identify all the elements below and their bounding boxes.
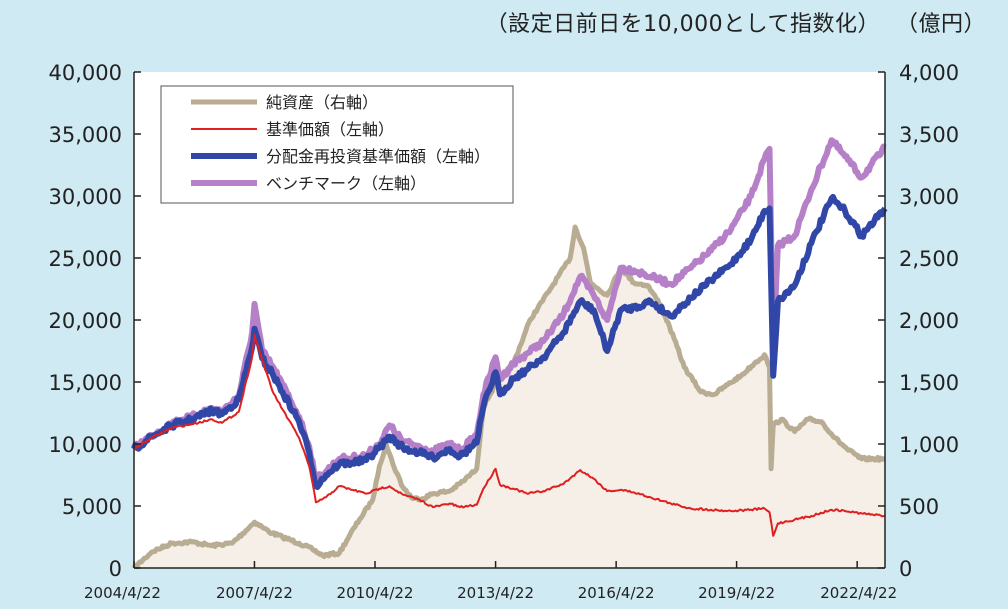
left-tick-label: 15,000 [49,371,122,395]
unit-note: （設定日前日を10,000として指数化） （億円） [486,6,986,38]
left-tick-label: 20,000 [49,309,122,333]
series-area-fill [134,227,885,568]
left-tick-label: 35,000 [49,123,122,147]
right-tick-label: 0 [899,557,912,581]
x-tick-label: 2019/4/22 [698,584,775,602]
right-tick-label: 4,000 [899,61,959,85]
left-tick-label: 5,000 [62,495,122,519]
left-tick-label: 10,000 [49,433,122,457]
right-tick-label: 2,500 [899,247,959,271]
legend-label: 基準価額（左軸） [266,120,394,139]
x-tick-label: 2022/4/22 [820,584,897,602]
series-line-benchmark [131,137,887,482]
legend: 純資産（右軸） 基準価額（左軸） 分配金再投資基準価額（左軸） ベンチマーク（左軸） [160,85,514,204]
x-tick-label: 2016/4/22 [578,584,655,602]
right-tick-label: 3,000 [899,185,959,209]
series-line-nav [133,333,886,537]
x-tick-label: 2013/4/22 [457,584,534,602]
series-line-reinvested-nav [131,193,888,490]
left-tick-label: 25,000 [49,247,122,271]
right-tick-label: 3,500 [899,123,959,147]
axes-layer: 0 5,000 10,000 15,000 20,000 25,000 30,000 35,0… [49,61,960,602]
x-tick-label: 2004/4/22 [84,584,161,602]
left-tick-label: 30,000 [49,185,122,209]
right-axis-unit: （億円） [895,12,986,37]
x-tick-label: 2010/4/22 [337,584,414,602]
right-tick-label: 500 [899,495,939,519]
legend-label: ベンチマーク（左軸） [266,174,426,193]
series-layer [131,137,888,570]
legend-label: 純資産（右軸） [266,93,378,112]
x-tick-label: 2007/4/22 [216,584,293,602]
left-tick-label: 40,000 [49,61,122,85]
left-tick-label: 0 [109,557,122,581]
right-tick-label: 2,000 [899,309,959,333]
legend-label: 分配金再投資基準価額（左軸） [266,147,490,166]
index-note: （設定日前日を10,000として指数化） [485,12,880,37]
right-tick-label: 1,500 [899,371,959,395]
right-tick-label: 1,000 [899,433,959,457]
